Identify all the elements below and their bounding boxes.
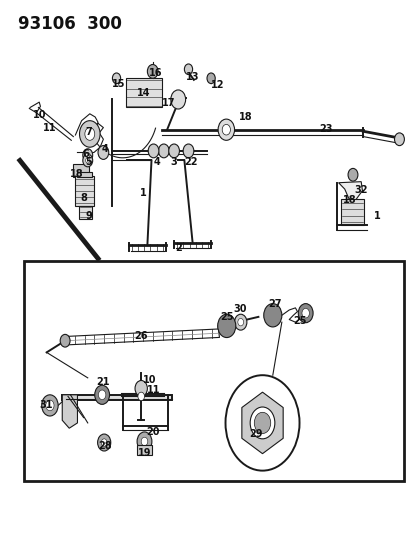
Polygon shape (241, 392, 282, 454)
Text: 25: 25 (219, 312, 233, 322)
Text: 31: 31 (40, 400, 53, 410)
Text: 13: 13 (185, 71, 199, 82)
Text: 6: 6 (82, 149, 89, 159)
Text: 23: 23 (319, 124, 332, 134)
Circle shape (138, 392, 144, 401)
Circle shape (83, 154, 93, 167)
Text: 29: 29 (249, 429, 262, 439)
Text: 3: 3 (170, 157, 177, 167)
Circle shape (234, 314, 246, 330)
Circle shape (135, 381, 147, 397)
Circle shape (249, 407, 274, 439)
Text: 18: 18 (70, 169, 83, 179)
Circle shape (42, 395, 58, 416)
Circle shape (221, 319, 232, 333)
Text: 8: 8 (80, 192, 87, 203)
Text: 10: 10 (32, 110, 46, 120)
Circle shape (237, 318, 243, 326)
Text: 1: 1 (140, 188, 146, 198)
Bar (73, 164, 89, 177)
Bar (340, 199, 363, 225)
Circle shape (225, 375, 299, 471)
Circle shape (85, 158, 90, 163)
Circle shape (83, 149, 93, 161)
Text: 16: 16 (149, 68, 162, 78)
Text: 15: 15 (112, 78, 125, 88)
Text: 26: 26 (134, 332, 147, 342)
Circle shape (137, 432, 152, 451)
Circle shape (141, 437, 147, 446)
Text: 17: 17 (162, 98, 176, 108)
Text: 1: 1 (373, 211, 380, 221)
Circle shape (184, 64, 192, 75)
Text: 5: 5 (85, 157, 92, 166)
Polygon shape (338, 182, 361, 200)
Text: 18: 18 (239, 112, 252, 122)
Circle shape (46, 400, 54, 411)
Bar (137, 445, 152, 455)
Circle shape (148, 144, 159, 158)
Circle shape (95, 385, 109, 405)
Text: 30: 30 (233, 304, 246, 314)
Text: 11: 11 (43, 123, 57, 133)
Circle shape (394, 133, 404, 146)
Text: 18: 18 (342, 195, 356, 205)
Circle shape (85, 152, 90, 158)
Bar (24, 261, 404, 481)
Circle shape (147, 64, 158, 78)
Circle shape (347, 168, 357, 181)
Circle shape (79, 120, 100, 147)
Bar (78, 206, 92, 219)
Text: 28: 28 (98, 441, 112, 451)
Circle shape (301, 309, 309, 318)
Circle shape (298, 304, 312, 322)
Circle shape (169, 144, 179, 158)
Text: 11: 11 (147, 384, 160, 394)
Text: 22: 22 (184, 157, 198, 167)
Circle shape (158, 144, 169, 158)
Circle shape (97, 434, 111, 451)
Circle shape (101, 439, 107, 446)
Bar (126, 78, 162, 108)
Circle shape (217, 314, 235, 337)
Text: 10: 10 (142, 375, 156, 385)
Circle shape (222, 124, 230, 135)
Polygon shape (62, 395, 172, 400)
Text: 4: 4 (153, 157, 160, 167)
Bar (76, 172, 92, 177)
Circle shape (60, 334, 70, 347)
Bar (74, 176, 94, 206)
Circle shape (263, 304, 281, 327)
Circle shape (218, 119, 234, 140)
Text: 93106  300: 93106 300 (18, 14, 121, 33)
Text: 19: 19 (138, 448, 151, 458)
Circle shape (98, 390, 106, 400)
Text: 25: 25 (292, 316, 306, 326)
Circle shape (267, 309, 278, 322)
Text: 2: 2 (175, 244, 182, 254)
Text: 4: 4 (102, 144, 109, 154)
Text: 32: 32 (354, 184, 367, 195)
Text: 20: 20 (146, 427, 159, 437)
Circle shape (183, 144, 193, 158)
Text: 7: 7 (85, 127, 92, 137)
Circle shape (206, 73, 215, 84)
Polygon shape (62, 395, 77, 428)
Circle shape (98, 146, 109, 159)
Circle shape (85, 127, 95, 140)
Circle shape (171, 90, 185, 109)
Text: 9: 9 (85, 211, 92, 221)
Text: 12: 12 (211, 80, 224, 90)
Text: 21: 21 (96, 377, 110, 387)
Circle shape (254, 413, 270, 433)
Text: 14: 14 (136, 87, 150, 98)
Text: 27: 27 (268, 298, 281, 309)
Circle shape (112, 73, 120, 84)
